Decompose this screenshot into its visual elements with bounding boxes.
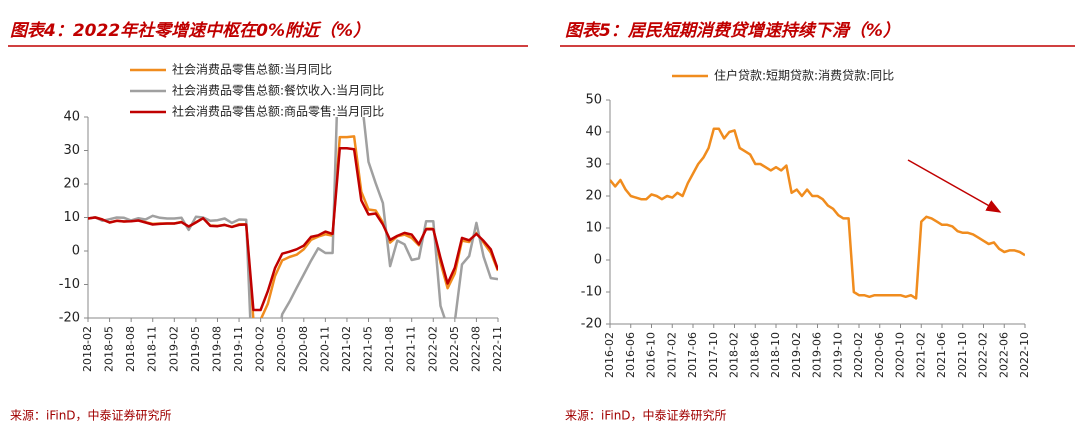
y-tick-label: 40 — [63, 110, 80, 125]
x-tick-label: 2021-10 — [956, 332, 969, 378]
x-tick-label: 2021-02 — [340, 326, 353, 372]
y-tick-label: -10 — [59, 277, 80, 292]
x-tick-label: 2020-06 — [873, 332, 886, 378]
y-tick-label: 0 — [594, 253, 602, 268]
x-tick-label: 2020-11 — [318, 326, 331, 372]
x-tick-label: 2019-02 — [790, 332, 803, 378]
x-tick-label: 2020-10 — [894, 332, 907, 378]
x-tick-label: 2021-02 — [914, 332, 927, 378]
x-tick-label: 2018-02 — [728, 332, 741, 378]
legend-label: 住户贷款:短期贷款:消费贷款:同比 — [714, 68, 894, 83]
x-tick-label: 2018-11 — [146, 326, 159, 372]
x-tick-label: 2019-06 — [811, 332, 824, 378]
x-tick-label: 2020-08 — [297, 326, 310, 372]
legend-label: 社会消费品零售总额:商品零售:当月同比 — [172, 104, 384, 119]
chart-title: 图表5：居民短期消费贷增速持续下滑（%） — [565, 21, 900, 41]
x-tick-label: 2017-02 — [665, 332, 678, 378]
y-tick-label: 20 — [585, 189, 602, 204]
source: 来源：iFinD，中泰证券研究所 — [565, 408, 727, 423]
x-tick-label: 2018-08 — [124, 326, 137, 372]
x-tick-label: 2019-02 — [167, 326, 180, 372]
series-line — [88, 117, 498, 318]
x-tick-label: 2018-06 — [748, 332, 761, 378]
x-tick-label: 2022-02 — [977, 332, 990, 378]
x-tick-label: 2017-06 — [686, 332, 699, 378]
x-tick-label: 2018-10 — [769, 332, 782, 378]
x-tick-label: 2018-05 — [103, 326, 116, 372]
x-tick-label: 2020-05 — [275, 326, 288, 372]
x-tick-label: 2022-05 — [448, 326, 461, 372]
y-tick-label: 40 — [585, 125, 602, 140]
x-tick-label: 2021-08 — [383, 326, 396, 372]
chart-title: 图表4：2022年社零增速中枢在0%附近（%） — [10, 21, 370, 41]
legend-label: 社会消费品零售总额:当月同比 — [172, 62, 332, 77]
y-tick-label: 30 — [63, 143, 80, 158]
series-line — [88, 146, 498, 312]
x-tick-label: 2022-10 — [1018, 332, 1031, 378]
y-tick-label: 50 — [585, 93, 602, 108]
legend-label: 社会消费品零售总额:餐饮收入:当月同比 — [172, 83, 384, 98]
series-line — [610, 127, 1025, 300]
y-tick-label: 10 — [585, 221, 602, 236]
x-tick-label: 2021-06 — [935, 332, 948, 378]
x-tick-label: 2016-02 — [603, 332, 616, 378]
y-tick-label: -20 — [581, 317, 602, 332]
x-tick-label: 2021-11 — [405, 326, 418, 372]
x-tick-label: 2019-05 — [189, 326, 202, 372]
source: 来源：iFinD，中泰证券研究所 — [10, 408, 172, 423]
x-tick-label: 2018-02 — [81, 326, 94, 372]
y-tick-label: 30 — [585, 157, 602, 172]
x-tick-label: 2022-11 — [491, 326, 504, 372]
x-tick-label: 2019-08 — [211, 326, 224, 372]
x-tick-label: 2020-02 — [852, 332, 865, 378]
x-tick-label: 2021-05 — [362, 326, 375, 372]
x-tick-label: 2019-10 — [831, 332, 844, 378]
x-tick-label: 2016-10 — [645, 332, 658, 378]
x-tick-label: 2020-02 — [254, 326, 267, 372]
y-tick-label: 20 — [63, 177, 80, 192]
x-tick-label: 2022-08 — [469, 326, 482, 372]
x-tick-label: 2022-06 — [997, 332, 1010, 378]
y-tick-label: -10 — [581, 285, 602, 300]
x-tick-label: 2019-11 — [232, 326, 245, 372]
y-tick-label: 0 — [72, 244, 80, 259]
trend-arrow — [907, 159, 1002, 213]
y-tick-label: -20 — [59, 311, 80, 326]
y-tick-label: 10 — [63, 210, 80, 225]
x-tick-label: 2016-06 — [624, 332, 637, 378]
x-tick-label: 2022-02 — [426, 326, 439, 372]
x-tick-label: 2017-10 — [707, 332, 720, 378]
